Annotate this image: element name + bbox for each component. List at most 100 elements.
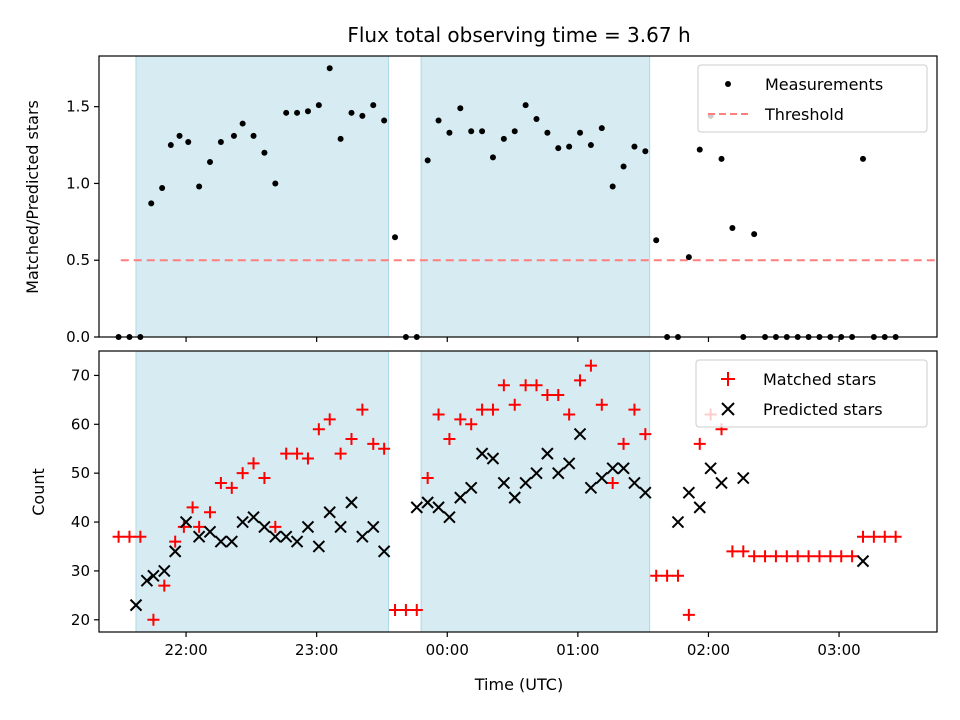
predicted-star-point (421, 496, 434, 509)
measurement-point (326, 65, 333, 72)
measurement-point (239, 120, 246, 127)
bottom-x-axis-ticks: 22:00 23:00 00:00 01:00 02:00 03:00 (164, 632, 861, 659)
measurement-point (729, 224, 736, 231)
measurement-point (315, 102, 322, 109)
bottom-legend-box (695, 359, 928, 428)
y-tick-label: 50 (71, 464, 90, 482)
bottom-plot-frame (98, 350, 938, 633)
top-shaded-intervals (135, 55, 651, 338)
matched-star-point (508, 398, 521, 411)
matched-star-point (247, 457, 260, 470)
matched-star-point (421, 472, 434, 485)
legend-matched-marker (721, 372, 735, 386)
measurement-point (533, 115, 540, 122)
predicted-star-point (323, 506, 336, 519)
y-tick-label: 70 (71, 366, 90, 384)
matched-star-point (682, 608, 695, 621)
predicted-star-point (301, 520, 315, 534)
matched-star-point (606, 476, 619, 489)
predicted-star-point (541, 447, 554, 460)
matched-star-point (443, 432, 456, 445)
predicted-star-point (290, 535, 304, 548)
predicted-star-point (214, 535, 228, 548)
predicted-star-point (464, 481, 478, 495)
predicted-star-point (367, 520, 380, 534)
predicted-star-point (168, 545, 182, 558)
predicted-star-point (147, 569, 160, 583)
predicted-star-point (628, 476, 641, 490)
chart-title: Flux total observing time = 3.67 h (347, 23, 690, 47)
y-tick-label: 1.0 (66, 174, 90, 192)
matched-star-point (835, 550, 848, 563)
predicted-star-point (475, 447, 489, 460)
matched-star-point (193, 520, 206, 533)
y-tick-label: 30 (71, 562, 90, 580)
matched-star-point (291, 447, 304, 460)
measurement-point (544, 129, 551, 136)
matched-star-point (780, 550, 793, 563)
measurement-point (250, 132, 257, 139)
predicted-star-point (497, 476, 511, 490)
predicted-star-point (530, 466, 543, 480)
predicted-star-point (269, 530, 282, 543)
shaded-interval (420, 350, 651, 633)
matched-star-point (280, 447, 293, 460)
matched-star-point (204, 506, 217, 519)
measurement-point (718, 155, 725, 162)
top-legend: Measurements Threshold (697, 64, 928, 133)
matched-star-point (312, 423, 325, 436)
measurement-point (500, 135, 507, 142)
matched-star-point (824, 550, 837, 563)
matched-star-point (123, 530, 136, 543)
measurement-point (609, 183, 616, 190)
measurement-point (381, 117, 388, 124)
measurement-point (217, 138, 224, 145)
measurement-point (304, 108, 311, 115)
shaded-interval (135, 350, 389, 633)
measurement-point (359, 112, 366, 119)
predicted-star-point (737, 471, 750, 485)
measurement-point (283, 109, 290, 116)
y-tick-label: 60 (71, 415, 90, 433)
measurement-point (196, 183, 203, 190)
measurement-point (555, 145, 562, 152)
predicted-star-point (192, 530, 206, 543)
predicted-star-point (140, 574, 154, 587)
y-tick-label: 0.5 (66, 251, 90, 269)
matched-star-point (323, 413, 336, 426)
shaded-interval (420, 55, 651, 338)
x-tick-label: 01:00 (556, 641, 599, 659)
predicted-star-point (203, 525, 217, 539)
predicted-star-point (704, 462, 717, 475)
matched-star-point (574, 374, 587, 387)
predicted-star-point (671, 515, 685, 529)
matched-star-point (356, 403, 369, 416)
matched-star-point (671, 569, 684, 582)
bottom-shaded-intervals (135, 350, 651, 633)
measurement-point (598, 125, 605, 132)
predicted-star-point (443, 510, 456, 524)
matched-star-point (595, 398, 608, 411)
bottom-y-axis-label: Count (29, 468, 48, 516)
bottom-y-axis-ticks: 20 30 40 50 60 70 (71, 366, 99, 629)
measurement-point (522, 102, 529, 109)
predicted-star-point (258, 520, 271, 534)
y-tick-label: 0.0 (66, 328, 90, 346)
matched-star-point (519, 379, 532, 392)
matched-star-point (158, 579, 171, 592)
shaded-interval (135, 55, 389, 338)
predicted-star-point (410, 501, 423, 514)
matched-star-point (214, 476, 227, 489)
measurement-point (424, 157, 431, 164)
predicted-star-point (573, 427, 587, 441)
x-tick-label: 02:00 (687, 641, 730, 659)
predicted-star-point (334, 520, 347, 534)
predicted-star-point (377, 545, 391, 558)
measurement-point (435, 117, 442, 124)
measurement-point (859, 155, 866, 162)
matched-star-point (345, 432, 358, 445)
matched-star-point (813, 550, 826, 563)
y-tick-label: 20 (71, 611, 90, 629)
measurement-point (631, 143, 638, 150)
